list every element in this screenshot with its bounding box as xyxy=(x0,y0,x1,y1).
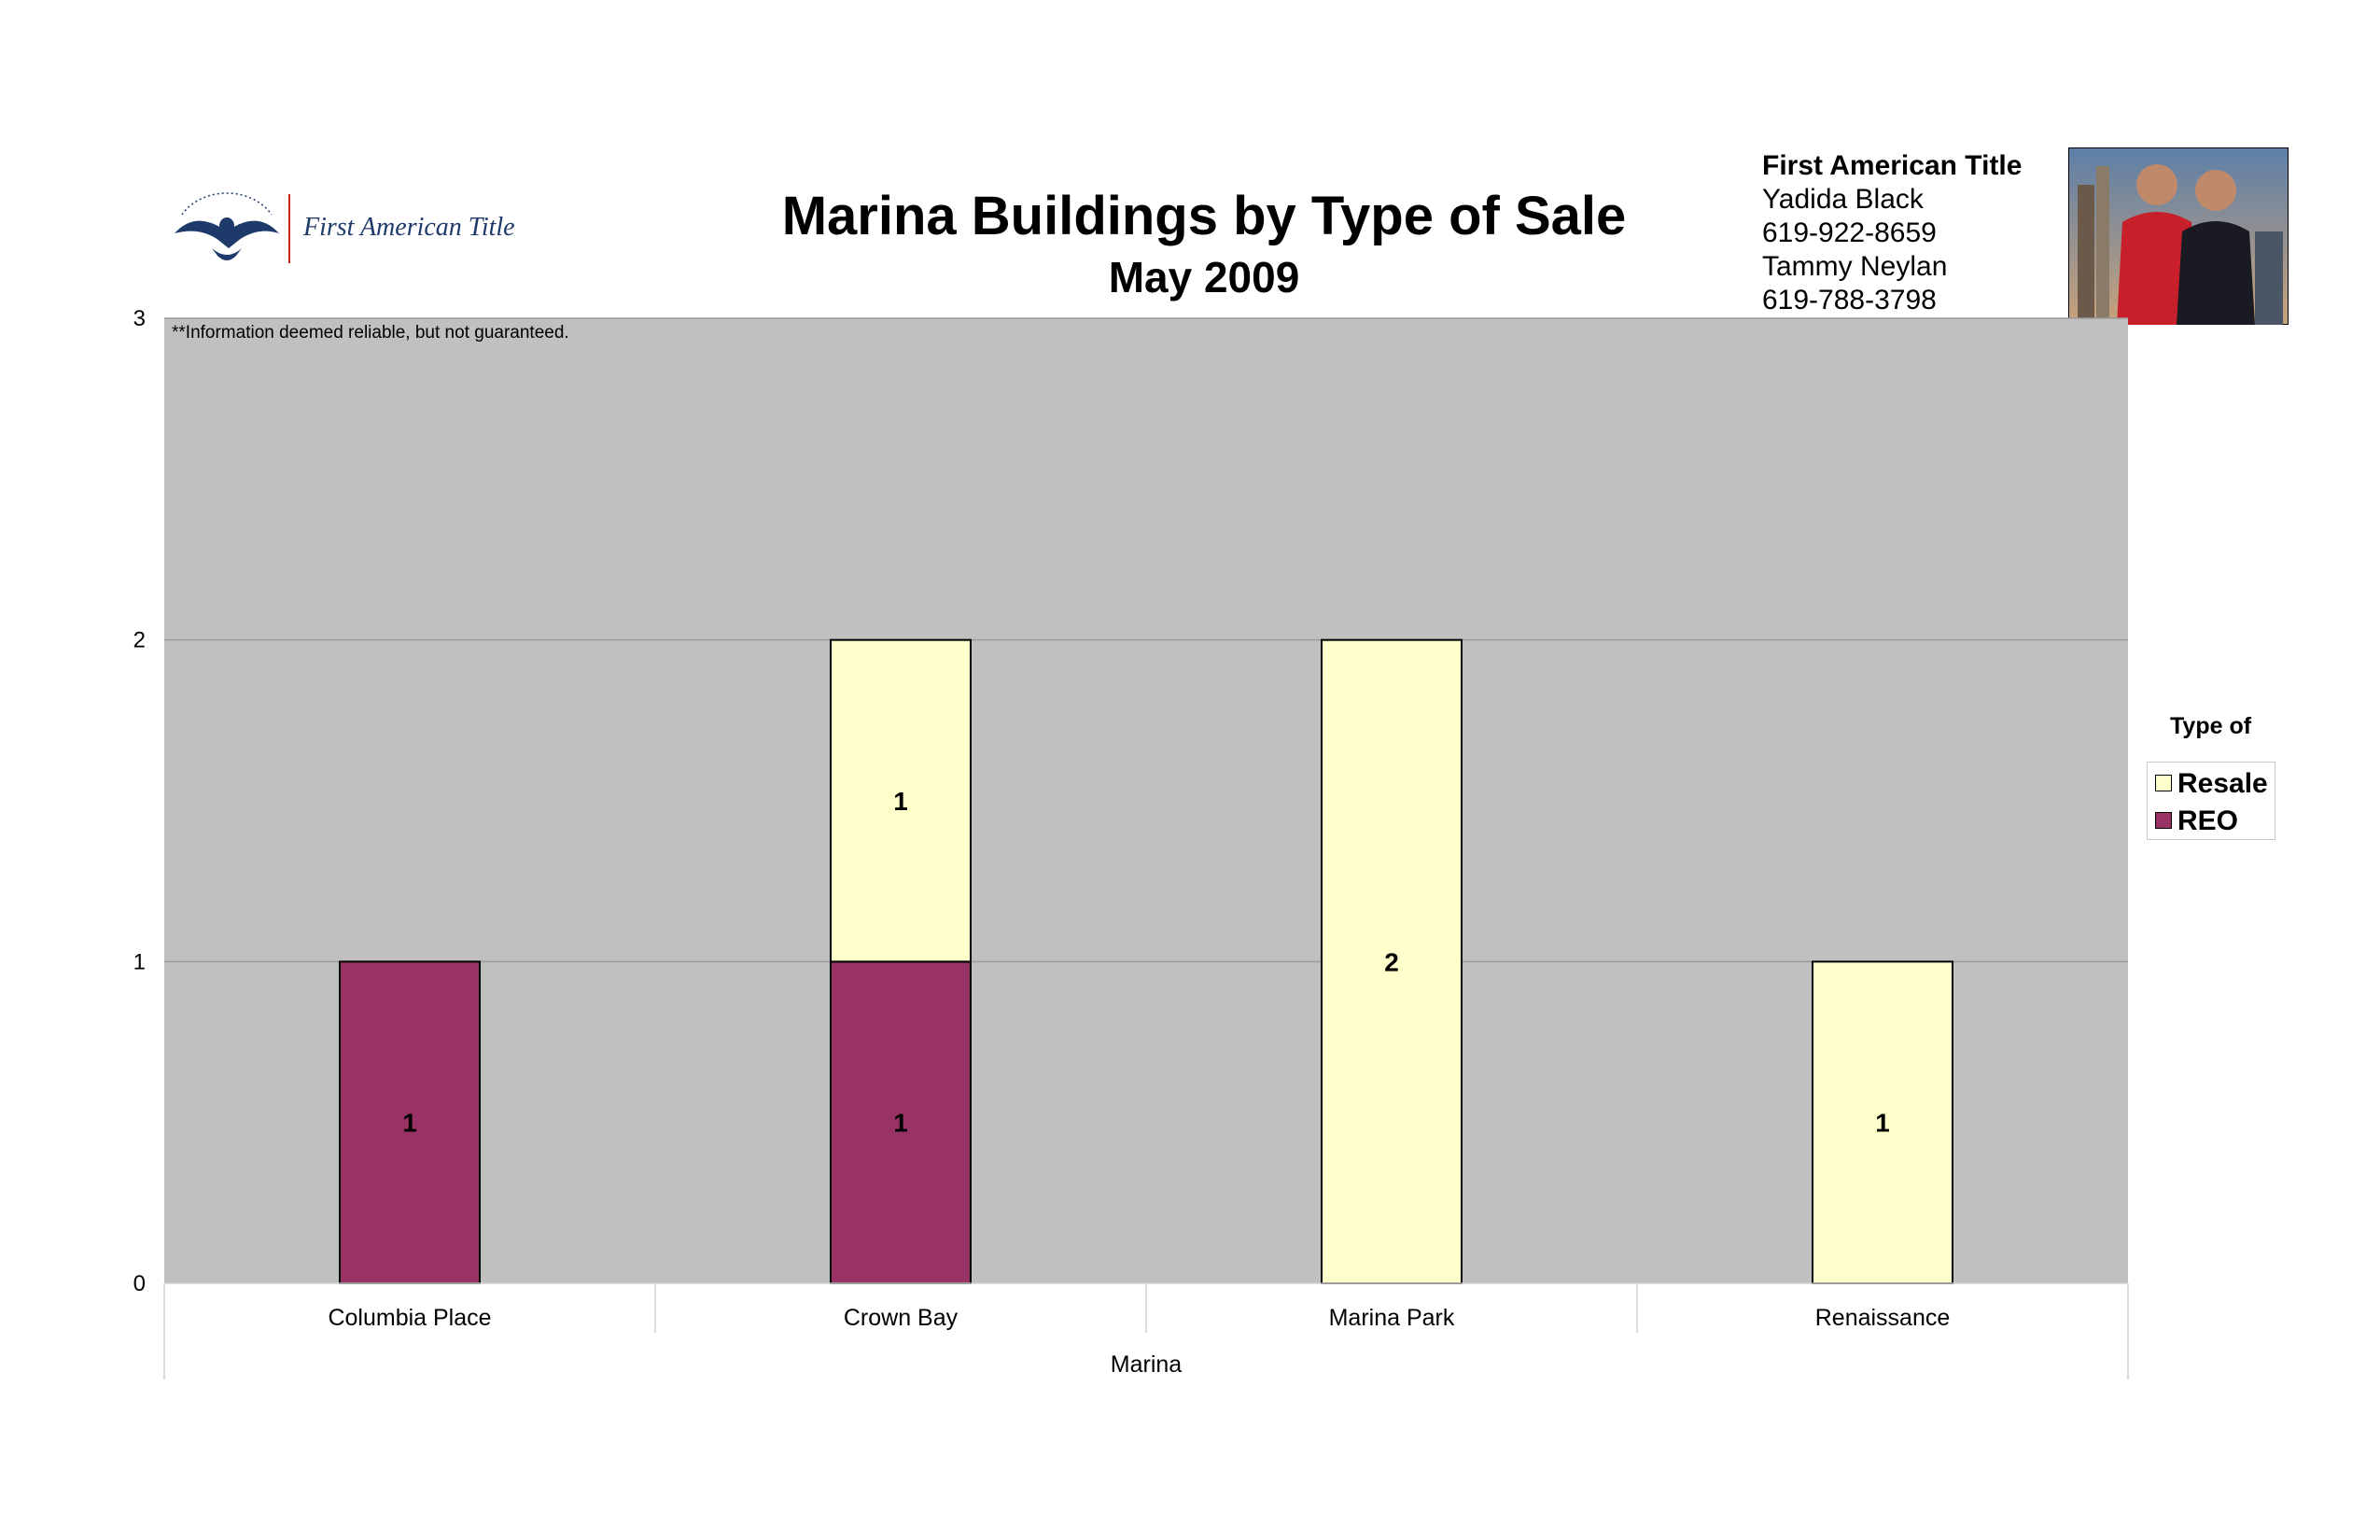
y-tick-label: 2 xyxy=(133,628,146,653)
eagle-seal-icon xyxy=(175,192,290,263)
company-logo: First American Title xyxy=(163,187,518,271)
agent1-phone: 619-922-8659 xyxy=(1762,217,1937,248)
logo-text: First American Title xyxy=(303,213,515,242)
data-label: 1 xyxy=(1875,1109,1890,1138)
legend-label-resale: Resale xyxy=(2177,768,2268,799)
agent2-phone: 619-788-3798 xyxy=(1762,285,1937,315)
x-category-label: Crown Bay xyxy=(844,1305,959,1331)
agent1-name: Yadida Black xyxy=(1762,184,1924,215)
contact-company: First American Title xyxy=(1762,150,2023,181)
resale-swatch-icon xyxy=(2155,775,2172,792)
x-category-label: Marina Park xyxy=(1329,1305,1455,1331)
agent2-name: Tammy Neylan xyxy=(1762,251,1948,282)
legend-label-reo: REO xyxy=(2177,805,2239,836)
x-category-label: Columbia Place xyxy=(328,1305,491,1331)
y-tick-label: 3 xyxy=(133,306,146,331)
y-tick-label: 0 xyxy=(133,1271,146,1296)
plot-area xyxy=(164,318,2128,1283)
data-label: 2 xyxy=(1384,947,1399,976)
legend-item-reo: REO xyxy=(2155,805,2238,837)
y-tick-label: 1 xyxy=(133,949,146,974)
bar-resale xyxy=(1812,960,1953,1285)
chart-title: Marina Buildings by Type of Sale xyxy=(781,186,1627,246)
bar-resale xyxy=(830,638,972,963)
bar-reo xyxy=(339,960,481,1285)
reo-swatch-icon xyxy=(2155,812,2172,830)
legend: Resale REO xyxy=(2147,762,2275,840)
disclaimer-note: **Information deemed reliable, but not g… xyxy=(172,323,569,343)
bar-reo xyxy=(830,960,972,1285)
agents-photo xyxy=(2068,147,2289,325)
x-category-label: Renaissance xyxy=(1815,1305,1951,1331)
data-label: 1 xyxy=(402,1109,417,1138)
legend-title: Type of xyxy=(2170,713,2252,739)
chart-subtitle: May 2009 xyxy=(1108,253,1300,301)
x-axis-title: Marina xyxy=(1111,1351,1183,1378)
legend-item-resale: Resale xyxy=(2155,768,2268,800)
data-label: 1 xyxy=(893,787,908,816)
data-label: 1 xyxy=(893,1109,908,1138)
contact-block: First American Title Yadida Black 619-92… xyxy=(1762,149,2022,317)
